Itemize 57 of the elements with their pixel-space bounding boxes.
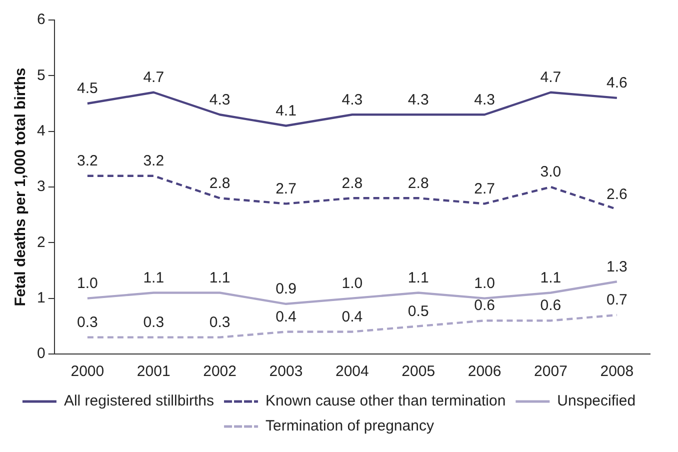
data-label: 1.1 xyxy=(408,269,429,286)
data-label: 2.6 xyxy=(606,186,628,203)
y-tick-label: 3 xyxy=(37,178,46,196)
data-label: 3.0 xyxy=(540,164,562,181)
legend-label: Termination of pregnancy xyxy=(266,418,434,435)
x-tick-label: 2005 xyxy=(402,363,436,380)
data-label: 4.3 xyxy=(342,91,363,108)
data-label: 0.6 xyxy=(474,297,495,314)
data-label: 1.1 xyxy=(540,269,562,286)
data-label: 0.6 xyxy=(540,297,562,314)
data-label: 0.5 xyxy=(408,302,429,320)
y-tick-label: 4 xyxy=(37,122,46,140)
data-label: 1.0 xyxy=(77,274,98,292)
y-tick-label: 5 xyxy=(37,66,46,84)
x-tick-label: 2006 xyxy=(468,363,502,380)
data-label: 0.3 xyxy=(143,314,164,331)
y-axis-title: Fetal deaths per 1,000 total births xyxy=(12,68,30,306)
y-tick-label: 0 xyxy=(37,345,46,362)
data-label: 0.3 xyxy=(77,314,98,331)
data-label: 0.4 xyxy=(276,308,296,326)
x-tick-label: 2002 xyxy=(203,363,236,380)
x-tick-label: 2000 xyxy=(70,363,104,380)
x-tick-label: 2008 xyxy=(600,363,634,380)
data-label: 4.3 xyxy=(408,91,429,108)
data-label: 0.3 xyxy=(209,314,230,331)
data-label: 1.1 xyxy=(209,269,230,286)
data-label: 0.9 xyxy=(276,280,296,298)
data-label: 3.2 xyxy=(143,152,164,170)
y-tick-label: 2 xyxy=(37,234,46,251)
data-label: 3.2 xyxy=(77,152,98,170)
data-label: 4.3 xyxy=(474,91,495,108)
data-label: 0.7 xyxy=(606,292,628,309)
data-label: 4.7 xyxy=(143,69,164,86)
data-label: 2.7 xyxy=(474,180,495,198)
data-label: 2.8 xyxy=(342,174,363,192)
x-tick-label: 2007 xyxy=(534,363,568,380)
data-label: 4.7 xyxy=(540,69,562,86)
legend-label: All registered stillbirths xyxy=(64,392,214,410)
data-label: 1.0 xyxy=(342,274,363,292)
data-label: 0.4 xyxy=(342,308,363,326)
data-label: 2.8 xyxy=(209,174,230,192)
data-label: 2.8 xyxy=(408,174,429,192)
legend-label: Unspecified xyxy=(557,392,636,410)
data-label: 1.0 xyxy=(474,274,495,292)
data-label: 4.1 xyxy=(276,102,296,120)
y-tick-label: 1 xyxy=(37,289,46,306)
data-label: 1.1 xyxy=(143,269,164,286)
y-tick-label: 6 xyxy=(37,11,46,28)
data-label: 4.6 xyxy=(606,74,628,92)
x-tick-label: 2001 xyxy=(136,363,170,380)
x-tick-label: 2004 xyxy=(335,363,369,380)
x-tick-label: 2003 xyxy=(269,363,303,380)
data-label: 1.3 xyxy=(606,258,628,276)
legend-label: Known cause other than termination xyxy=(266,392,506,410)
data-label: 2.7 xyxy=(276,180,296,198)
data-label: 4.5 xyxy=(77,80,98,98)
data-label: 4.3 xyxy=(209,91,230,108)
